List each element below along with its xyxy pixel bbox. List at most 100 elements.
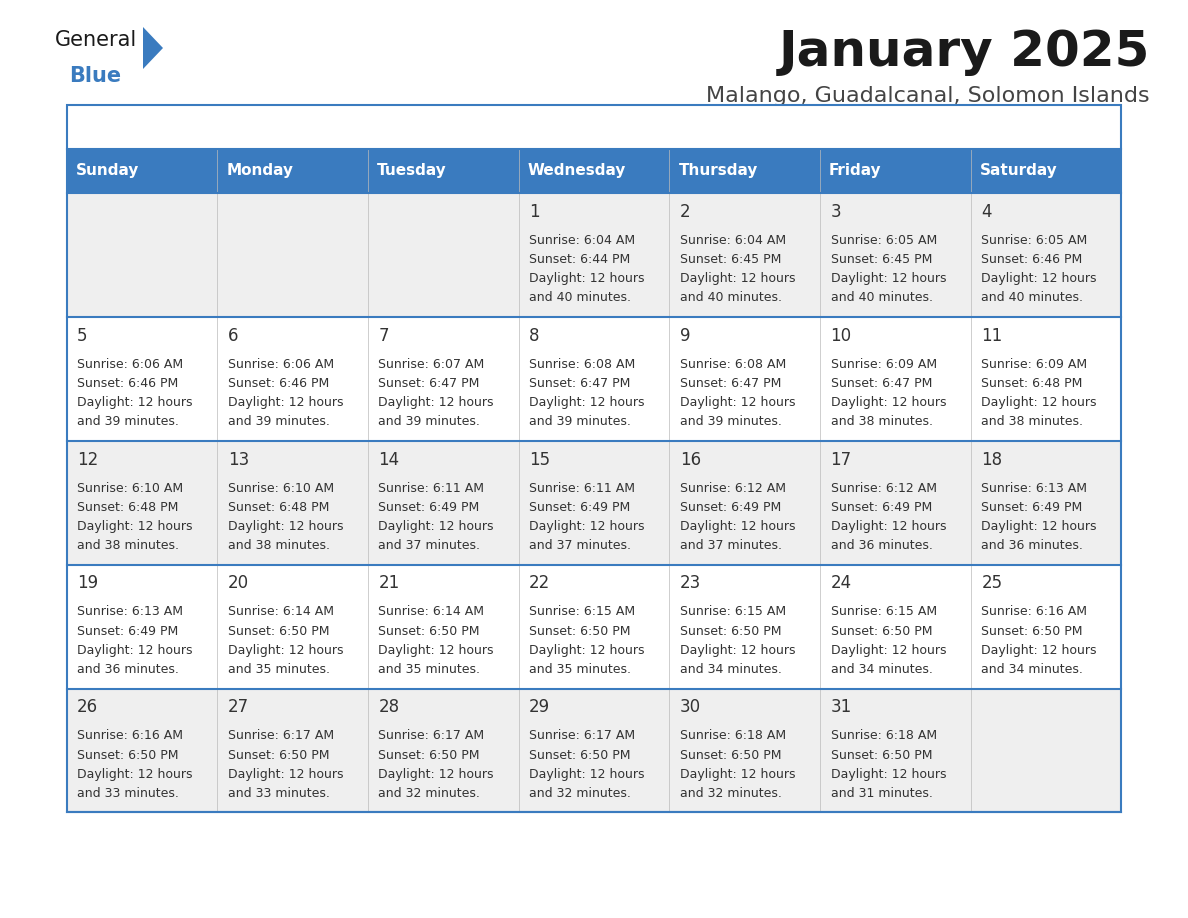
Bar [519, 317, 669, 441]
Bar [519, 565, 669, 688]
Bar [669, 688, 820, 812]
Text: Daylight: 12 hours: Daylight: 12 hours [981, 520, 1097, 533]
Text: Sunrise: 6:11 AM: Sunrise: 6:11 AM [529, 482, 636, 495]
Text: 27: 27 [228, 699, 249, 716]
Text: Sunrise: 6:09 AM: Sunrise: 6:09 AM [981, 358, 1087, 371]
Text: Sunset: 6:47 PM: Sunset: 6:47 PM [379, 376, 480, 390]
Text: 30: 30 [680, 699, 701, 716]
Bar [368, 317, 519, 441]
Text: 10: 10 [830, 327, 852, 344]
Text: 19: 19 [77, 575, 99, 592]
Text: Daylight: 12 hours: Daylight: 12 hours [379, 644, 494, 657]
Text: Sunset: 6:44 PM: Sunset: 6:44 PM [529, 252, 631, 266]
Text: Sunrise: 6:04 AM: Sunrise: 6:04 AM [529, 234, 636, 247]
Bar [669, 317, 820, 441]
Text: and 40 minutes.: and 40 minutes. [529, 291, 631, 304]
Text: Sunset: 6:47 PM: Sunset: 6:47 PM [830, 376, 931, 390]
Text: Sunrise: 6:08 AM: Sunrise: 6:08 AM [529, 358, 636, 371]
Text: 2: 2 [680, 203, 690, 220]
Bar [669, 565, 820, 688]
Text: Sunset: 6:45 PM: Sunset: 6:45 PM [830, 252, 931, 266]
Text: Sunset: 6:46 PM: Sunset: 6:46 PM [981, 252, 1082, 266]
Text: and 35 minutes.: and 35 minutes. [228, 663, 330, 676]
Text: Daylight: 12 hours: Daylight: 12 hours [228, 767, 343, 781]
Bar [67, 193, 217, 317]
Text: Daylight: 12 hours: Daylight: 12 hours [680, 767, 796, 781]
Text: 1: 1 [529, 203, 539, 220]
Text: Malango, Guadalcanal, Solomon Islands: Malango, Guadalcanal, Solomon Islands [707, 86, 1150, 106]
Bar [971, 565, 1121, 688]
Text: Sunrise: 6:15 AM: Sunrise: 6:15 AM [529, 606, 636, 619]
Text: Sunrise: 6:09 AM: Sunrise: 6:09 AM [830, 358, 936, 371]
Bar [368, 149, 519, 193]
Text: Thursday: Thursday [678, 163, 758, 178]
Bar [67, 688, 217, 812]
Text: Sunrise: 6:12 AM: Sunrise: 6:12 AM [680, 482, 786, 495]
Text: Sunrise: 6:15 AM: Sunrise: 6:15 AM [830, 606, 936, 619]
Text: Sunset: 6:50 PM: Sunset: 6:50 PM [830, 748, 933, 762]
Bar [368, 565, 519, 688]
Text: Sunrise: 6:15 AM: Sunrise: 6:15 AM [680, 606, 786, 619]
Bar [67, 441, 217, 565]
Bar [217, 441, 368, 565]
Bar [820, 565, 971, 688]
Text: and 32 minutes.: and 32 minutes. [379, 787, 480, 800]
Text: Sunset: 6:50 PM: Sunset: 6:50 PM [830, 624, 933, 638]
Bar [820, 149, 971, 193]
Text: and 39 minutes.: and 39 minutes. [77, 415, 179, 428]
Text: Sunset: 6:50 PM: Sunset: 6:50 PM [981, 624, 1082, 638]
Text: 8: 8 [529, 327, 539, 344]
Text: Daylight: 12 hours: Daylight: 12 hours [529, 272, 645, 285]
Bar [217, 149, 368, 193]
Text: 20: 20 [228, 575, 249, 592]
Text: Sunrise: 6:13 AM: Sunrise: 6:13 AM [77, 606, 183, 619]
Text: Sunset: 6:50 PM: Sunset: 6:50 PM [529, 624, 631, 638]
Text: and 38 minutes.: and 38 minutes. [830, 415, 933, 428]
Text: Daylight: 12 hours: Daylight: 12 hours [228, 396, 343, 409]
Text: Daylight: 12 hours: Daylight: 12 hours [228, 520, 343, 533]
Text: and 37 minutes.: and 37 minutes. [379, 539, 480, 552]
Bar [519, 688, 669, 812]
Bar [368, 688, 519, 812]
Text: Sunset: 6:49 PM: Sunset: 6:49 PM [680, 500, 782, 514]
Text: Friday: Friday [829, 163, 881, 178]
Text: 5: 5 [77, 327, 88, 344]
Text: 9: 9 [680, 327, 690, 344]
Text: Sunset: 6:50 PM: Sunset: 6:50 PM [77, 748, 178, 762]
Text: Sunset: 6:49 PM: Sunset: 6:49 PM [529, 500, 631, 514]
Text: Daylight: 12 hours: Daylight: 12 hours [830, 644, 946, 657]
Bar [217, 193, 368, 317]
Text: 3: 3 [830, 203, 841, 220]
Text: Blue: Blue [69, 66, 121, 86]
Text: Sunrise: 6:16 AM: Sunrise: 6:16 AM [77, 730, 183, 743]
Bar [971, 193, 1121, 317]
Bar [217, 317, 368, 441]
Text: Sunset: 6:50 PM: Sunset: 6:50 PM [680, 748, 782, 762]
Text: 22: 22 [529, 575, 550, 592]
Text: and 40 minutes.: and 40 minutes. [830, 291, 933, 304]
Text: Daylight: 12 hours: Daylight: 12 hours [77, 644, 192, 657]
Bar [368, 193, 519, 317]
Text: Daylight: 12 hours: Daylight: 12 hours [529, 520, 645, 533]
Text: 6: 6 [228, 327, 239, 344]
Bar [368, 441, 519, 565]
Text: Sunset: 6:50 PM: Sunset: 6:50 PM [680, 624, 782, 638]
Text: and 35 minutes.: and 35 minutes. [379, 663, 480, 676]
Text: Daylight: 12 hours: Daylight: 12 hours [529, 767, 645, 781]
Text: Sunrise: 6:17 AM: Sunrise: 6:17 AM [228, 730, 334, 743]
Text: Daylight: 12 hours: Daylight: 12 hours [830, 396, 946, 409]
Text: Sunset: 6:45 PM: Sunset: 6:45 PM [680, 252, 782, 266]
Bar [820, 441, 971, 565]
Text: and 31 minutes.: and 31 minutes. [830, 787, 933, 800]
Bar [820, 317, 971, 441]
Text: Daylight: 12 hours: Daylight: 12 hours [379, 396, 494, 409]
Text: Sunset: 6:48 PM: Sunset: 6:48 PM [77, 500, 178, 514]
Text: Daylight: 12 hours: Daylight: 12 hours [77, 767, 192, 781]
Text: Daylight: 12 hours: Daylight: 12 hours [77, 396, 192, 409]
Text: and 36 minutes.: and 36 minutes. [830, 539, 933, 552]
Text: Daylight: 12 hours: Daylight: 12 hours [77, 520, 192, 533]
Text: and 38 minutes.: and 38 minutes. [228, 539, 330, 552]
Text: Sunrise: 6:14 AM: Sunrise: 6:14 AM [379, 606, 485, 619]
Text: Daylight: 12 hours: Daylight: 12 hours [379, 520, 494, 533]
Text: Sunset: 6:49 PM: Sunset: 6:49 PM [77, 624, 178, 638]
